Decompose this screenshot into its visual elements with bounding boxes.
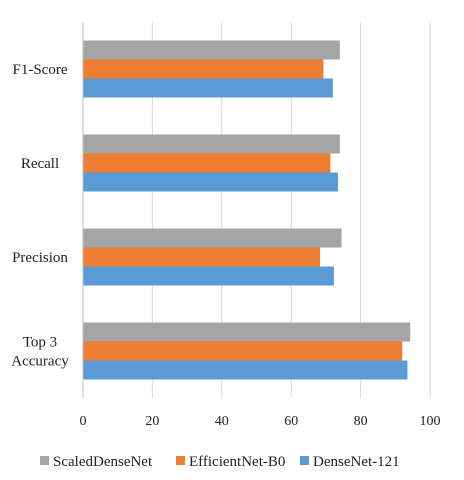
x-tick-label: 60 xyxy=(284,414,298,429)
bar-scaleddensenet-precision xyxy=(83,228,342,248)
bar-scaleddensenet-top-3-accuracy xyxy=(83,322,411,342)
x-tick-label: 20 xyxy=(145,414,159,429)
category-label: Top 3 Accuracy xyxy=(11,335,69,370)
bar-efficientnet-b0-recall xyxy=(83,153,331,173)
category-labels: Top 3 Accuracy Precision Recall F1-Score xyxy=(11,62,69,370)
category-label: Precision xyxy=(12,250,68,266)
legend-label: DenseNet-121 xyxy=(313,454,400,470)
x-tick-label: 40 xyxy=(215,414,229,429)
x-tick-label: 0 xyxy=(80,414,87,429)
x-tick-label: 80 xyxy=(354,414,368,429)
bar-efficientnet-b0-f1-score xyxy=(83,59,324,79)
bars xyxy=(83,40,411,380)
bar-scaleddensenet-recall xyxy=(83,134,340,154)
legend-label: EfficientNet-B0 xyxy=(189,454,285,470)
legend-swatch xyxy=(300,456,309,465)
category-label: F1-Score xyxy=(13,62,68,78)
bar-densenet-121-precision xyxy=(83,266,334,286)
bar-densenet-121-f1-score xyxy=(83,78,333,98)
legend-label: ScaledDenseNet xyxy=(53,454,153,470)
x-tick-label: 100 xyxy=(420,414,441,429)
bar-densenet-121-top-3-accuracy xyxy=(83,360,408,380)
x-tick-labels: 0 20 40 60 80 100 xyxy=(80,414,441,429)
bar-scaleddensenet-f1-score xyxy=(83,40,340,60)
legend-swatch xyxy=(176,456,185,465)
legend: ScaledDenseNet EfficientNet-B0 DenseNet-12… xyxy=(40,454,400,470)
legend-swatch xyxy=(40,456,49,465)
bar-efficientnet-b0-top-3-accuracy xyxy=(83,341,403,361)
bar-efficientnet-b0-precision xyxy=(83,247,321,267)
bar-densenet-121-recall xyxy=(83,172,339,192)
category-label: Recall xyxy=(21,156,59,172)
